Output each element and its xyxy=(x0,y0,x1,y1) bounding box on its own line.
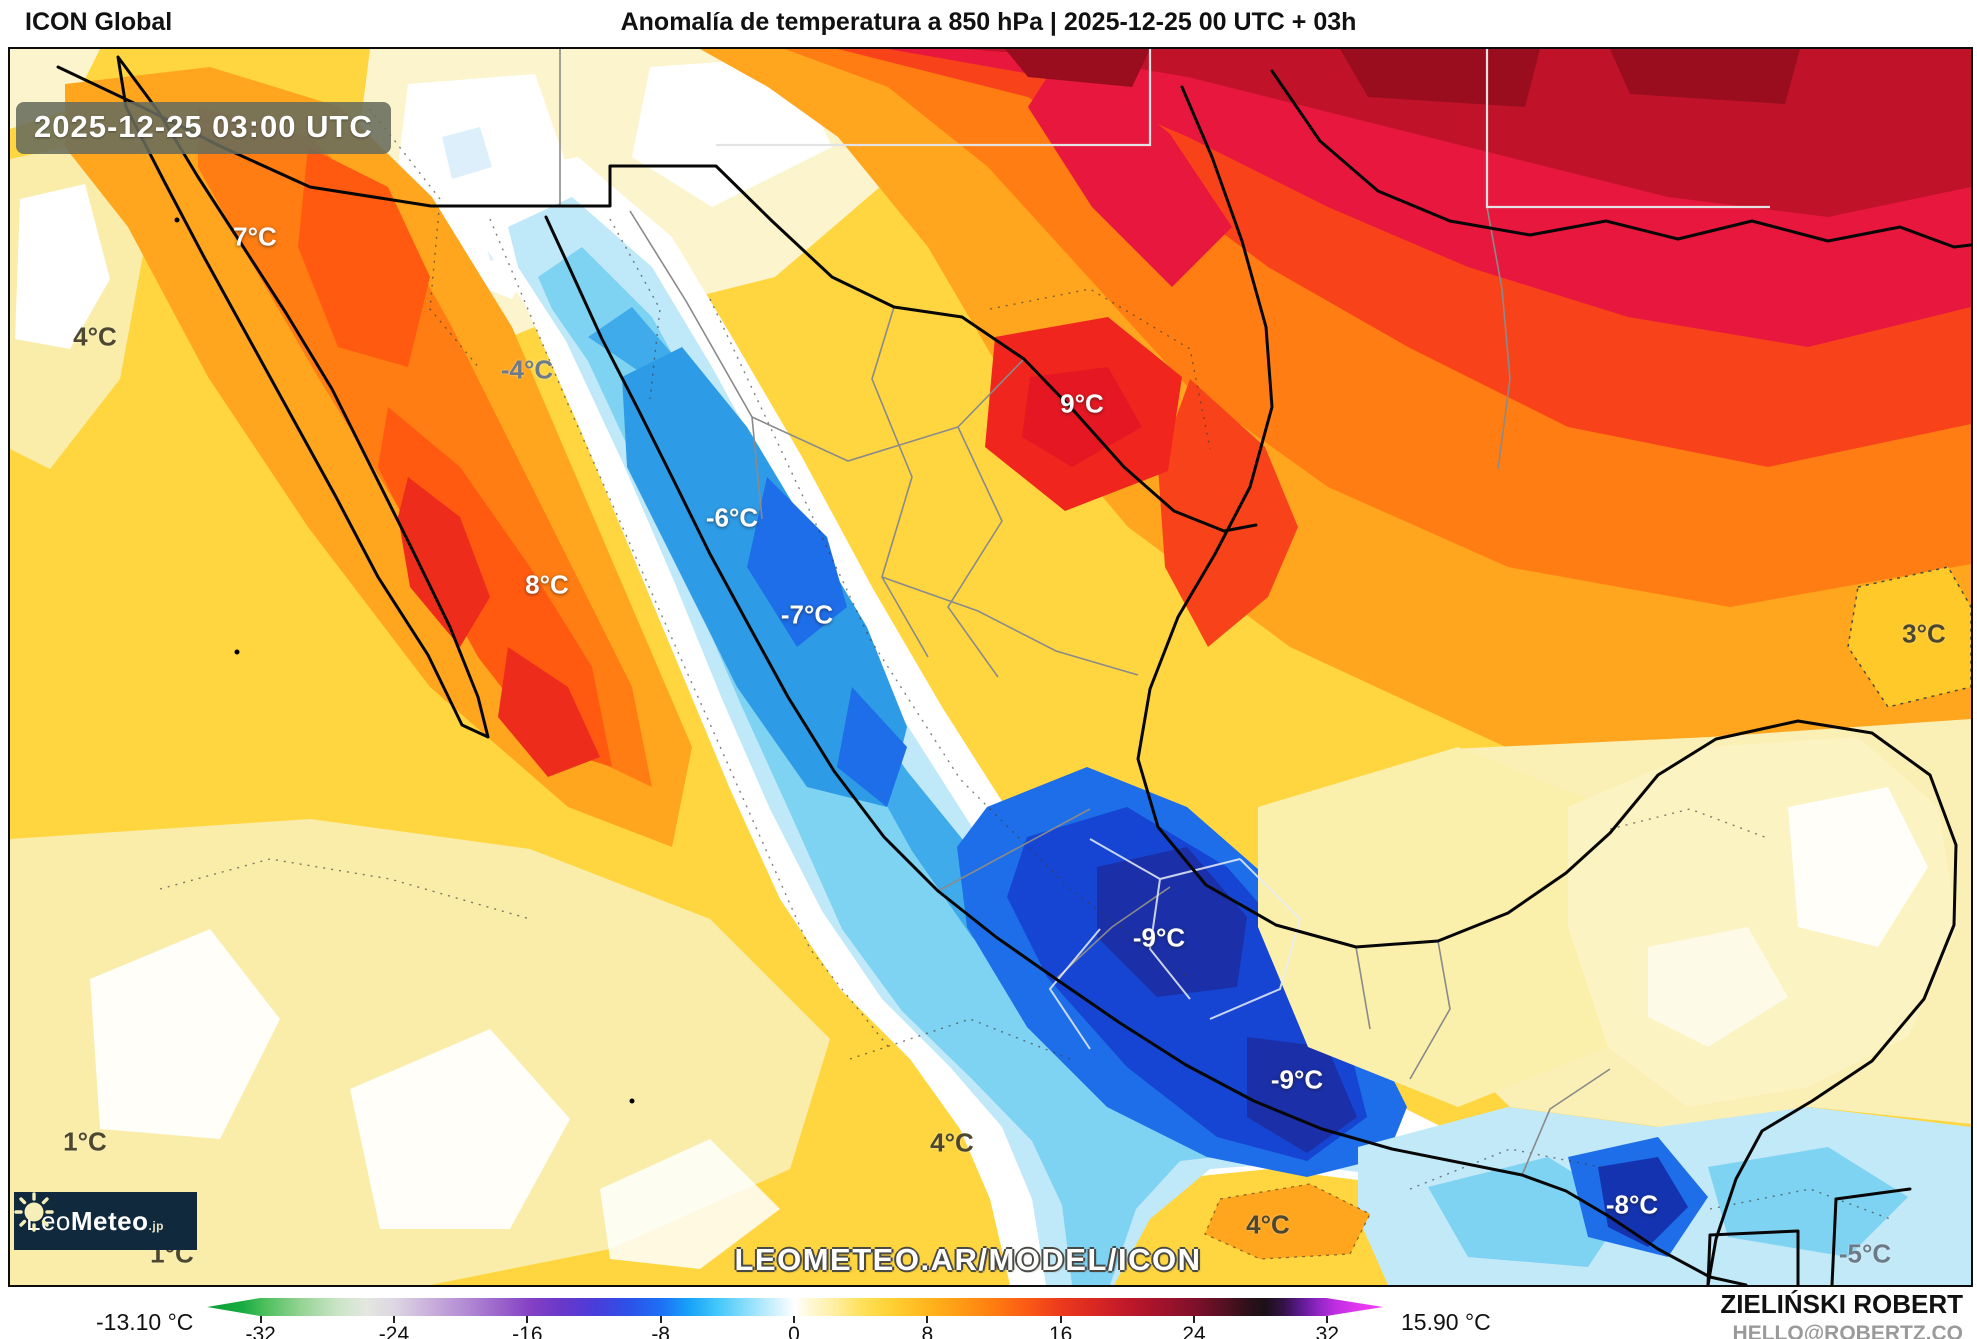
colorbar-tick-label: -8 xyxy=(651,1323,670,1339)
timestamp-badge: 2025-12-25 03:00 UTC xyxy=(16,102,391,154)
colorbar-tick-label: 32 xyxy=(1315,1323,1340,1339)
colorbar-tick-label: 24 xyxy=(1182,1323,1206,1339)
colorbar-tick xyxy=(259,1316,262,1323)
colorbar-tick xyxy=(926,1316,929,1323)
weather-map-svg xyxy=(10,49,1971,1285)
colorbar-tick xyxy=(1193,1316,1195,1323)
colorbar-tick-label: -32 xyxy=(245,1323,276,1339)
temperature-label: -6°C xyxy=(705,502,759,533)
temperature-label: 3°C xyxy=(1902,618,1946,649)
colorbar-min-label: -13.10 °C xyxy=(96,1309,194,1335)
colorbar-tick-label: 16 xyxy=(1048,1323,1073,1339)
temperature-label: -7°C xyxy=(780,599,834,630)
colorbar-tick xyxy=(1326,1316,1329,1323)
colorbar-tick-label: 8 xyxy=(921,1323,934,1339)
colorbar: -32 -24 -16 -8 0 8 16 24 32 xyxy=(207,1298,1383,1339)
temperature-label: -9°C xyxy=(1270,1064,1324,1095)
colorbar-gradient xyxy=(207,1298,1383,1316)
sun-icon xyxy=(14,1192,54,1232)
colorbar-tick-label: -24 xyxy=(378,1323,410,1339)
page-title: Anomalía de temperatura a 850 hPa | 2025… xyxy=(620,8,1357,36)
map-panel: 2025-12-25 03:00 UTC 7°C 4°C -4°C -6°C 8°C -7… xyxy=(8,47,1973,1287)
temperature-label: 1°C xyxy=(63,1126,107,1157)
temperature-label: 8°C xyxy=(525,569,569,600)
colorbar-tick-label: -16 xyxy=(512,1323,543,1339)
temperature-label: 4°C xyxy=(1246,1209,1290,1240)
temperature-label: -5°C xyxy=(1838,1238,1892,1269)
watermark-url: LEOMETEO.AR/MODEL/ICON xyxy=(734,1242,1202,1277)
colorbar-tick xyxy=(1059,1316,1062,1323)
colorbar-tick xyxy=(659,1316,662,1323)
temperature-label: 9°C xyxy=(1060,388,1104,419)
colorbar-footer: -13.10 °C -32 -24 -16 -8 0 8 16 24 32 15.90 °C Z… xyxy=(0,1287,1977,1339)
colorbar-max-label: 15.90 °C xyxy=(1401,1309,1491,1335)
colorbar-tick xyxy=(793,1316,795,1323)
temperature-label: -4°C xyxy=(500,354,554,385)
temperature-label: -9°C xyxy=(1132,922,1186,953)
colorbar-tick xyxy=(526,1316,529,1323)
colorbar-tick-label: 0 xyxy=(788,1323,800,1339)
temperature-label: 4°C xyxy=(930,1127,974,1158)
credit-block: ZIELIŃSKI ROBERT HELLO@ROBERTZ.CO xyxy=(1720,1289,1963,1339)
leometeo-logo: LeoMeteo.jp xyxy=(14,1192,197,1250)
temperature-label: 7°C xyxy=(233,221,277,252)
colorbar-tick xyxy=(392,1316,395,1323)
model-name: ICON Global xyxy=(25,8,173,36)
temperature-label: -8°C xyxy=(1605,1189,1659,1220)
credit-email: HELLO@ROBERTZ.CO xyxy=(1732,1322,1963,1339)
temperature-label: 4°C xyxy=(73,321,117,352)
credit-name: ZIELIŃSKI ROBERT xyxy=(1720,1289,1963,1319)
